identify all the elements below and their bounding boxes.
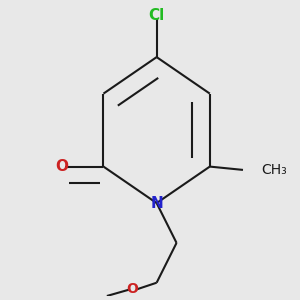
Text: CH₃: CH₃ <box>261 163 287 177</box>
Text: N: N <box>150 196 163 211</box>
Text: O: O <box>126 282 138 296</box>
Text: O: O <box>55 159 68 174</box>
Text: Cl: Cl <box>148 8 165 23</box>
